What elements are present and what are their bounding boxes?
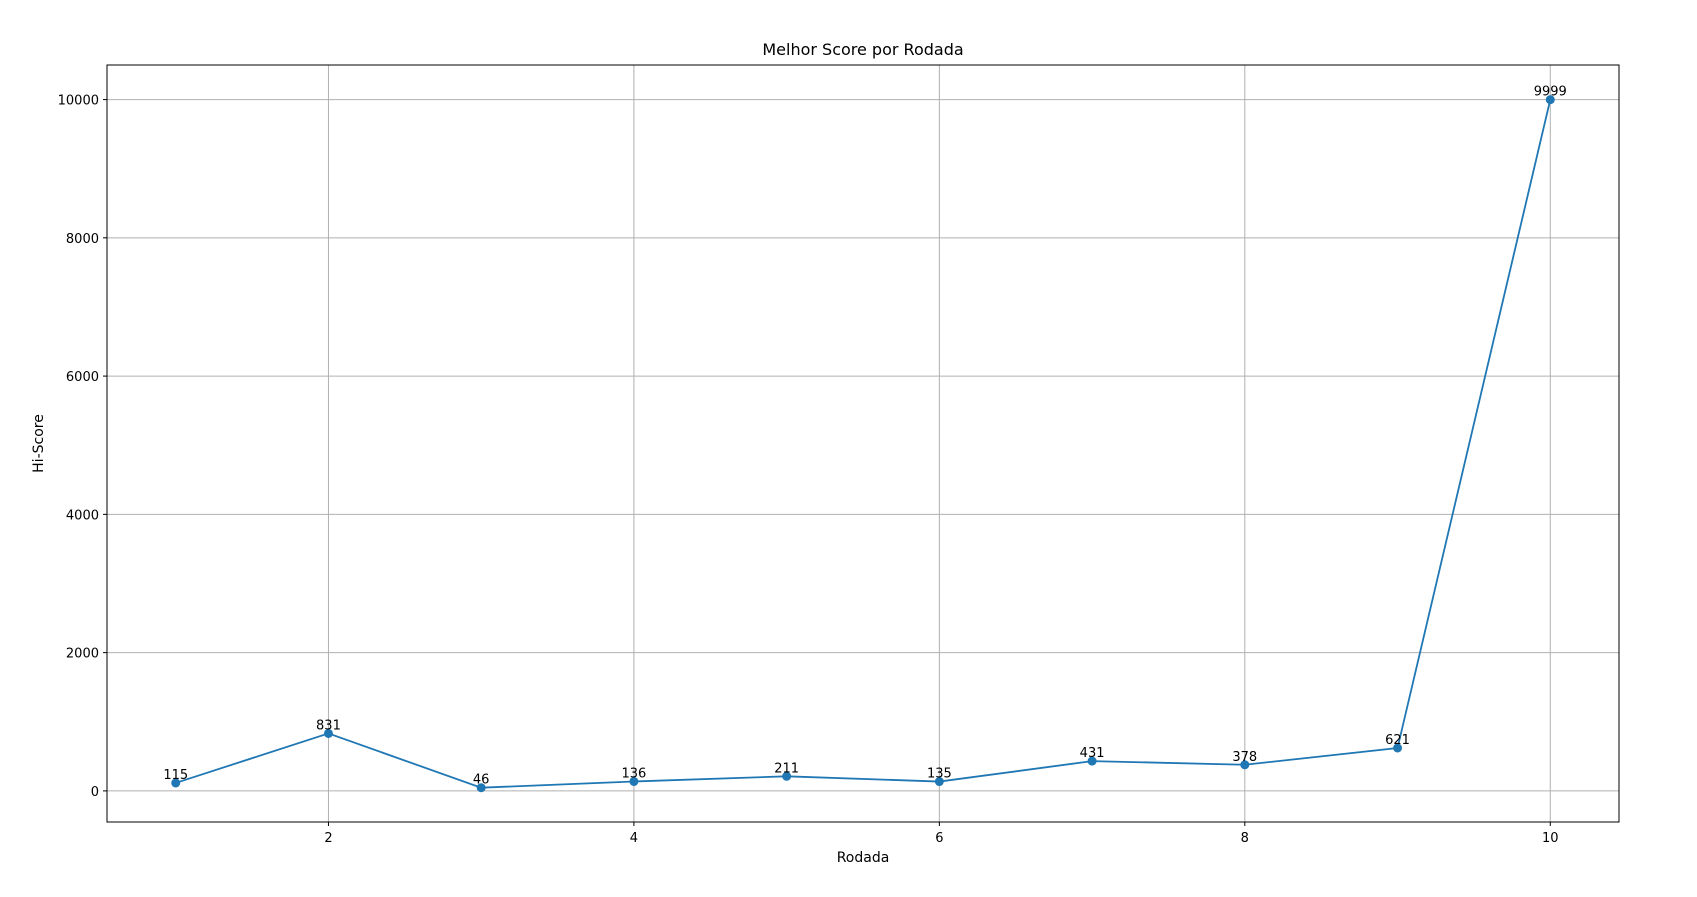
series-line [175, 99, 1552, 789]
data-label: 115 [163, 768, 188, 783]
data-label: 135 [927, 767, 952, 782]
plot-area-frame [106, 64, 1620, 823]
data-point [629, 776, 639, 786]
data-point [171, 778, 181, 788]
data-label: 211 [774, 761, 799, 776]
chart-title: Melhor Score por Rodada [762, 40, 963, 59]
data-point [476, 783, 486, 793]
y-tick-label: 0 [91, 785, 99, 800]
x-tick-label: 4 [630, 831, 638, 846]
data-labels: 115 831 46 136 211 135 431 378 621 9999 [163, 85, 1567, 788]
y-tick-label: 6000 [66, 370, 99, 385]
data-point [1240, 760, 1250, 770]
series-layer [171, 95, 1555, 793]
data-point [1545, 95, 1555, 105]
data-point [1087, 756, 1097, 766]
data-label: 431 [1080, 746, 1105, 761]
y-axis-label: Hi-Score [31, 414, 47, 473]
data-point [934, 777, 944, 787]
x-tick-label: 8 [1241, 831, 1249, 846]
data-label: 621 [1385, 733, 1410, 748]
data-point [323, 728, 333, 738]
x-axis-label: Rodada [837, 850, 890, 866]
grid-lines [107, 65, 1619, 822]
y-tick-label: 8000 [66, 232, 99, 247]
x-tick-label: 2 [324, 831, 332, 846]
y-tick-label: 4000 [66, 508, 99, 523]
data-label: 46 [473, 773, 490, 788]
x-tick-label: 6 [935, 831, 943, 846]
data-point [1393, 743, 1403, 753]
data-label: 831 [316, 718, 341, 733]
x-tick-label: 10 [1542, 831, 1559, 846]
data-label: 9999 [1534, 85, 1567, 100]
data-point [782, 771, 792, 781]
data-label: 378 [1232, 750, 1257, 765]
y-tick-label: 2000 [66, 647, 99, 662]
y-tick-label: 10000 [58, 94, 99, 109]
data-label: 136 [621, 766, 646, 781]
